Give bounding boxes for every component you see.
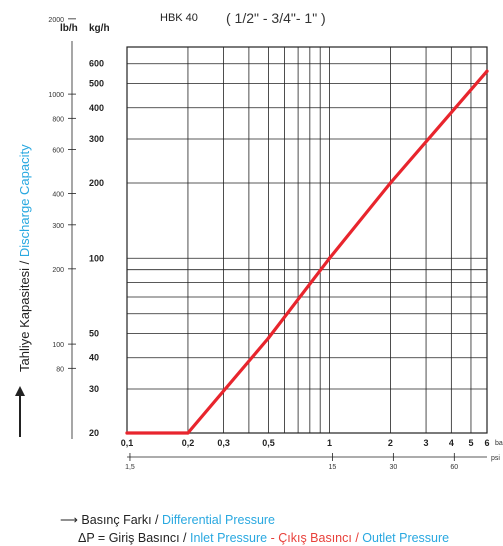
y-tick-label-kg: 20 (89, 428, 99, 438)
x-tick-label-bar: 1 (327, 438, 332, 448)
formula-part-3: - Çıkış Basıncı / (267, 531, 363, 545)
x-axis-label-en: Differential Pressure (162, 513, 276, 527)
x-tick-label-bar: 0,2 (182, 438, 195, 448)
grid (126, 46, 488, 434)
y-tick-label-kg: 300 (89, 134, 104, 144)
y-tick-label-kg: 50 (89, 329, 99, 339)
series (125, 69, 489, 435)
y-tick-label-kg: 400 (89, 103, 104, 113)
chart-subtitle: ( 1/2" - 3/4"- 1" ) (226, 10, 326, 26)
x-axis-label: ⟶ Basınç Farkı / Differential Pressure (60, 512, 275, 527)
y-tick-label-kg: 30 (89, 384, 99, 394)
y-tick-label-lb: 100 (52, 342, 64, 349)
x-tick-label-bar: 3 (424, 438, 429, 448)
formula-part-2: Inlet Pressure (189, 531, 268, 545)
formula-part-1: ΔP = Giriş Basıncı / (78, 531, 190, 545)
y-tick-label-lb: 1000 (48, 92, 64, 99)
series-point (485, 69, 489, 73)
y-tick-label-kg: 40 (89, 353, 99, 363)
x-tick-label-bar: 5 (468, 438, 473, 448)
y-tick-label-lb: 2000 (48, 17, 64, 24)
arrow-right-icon: ⟶ (60, 513, 78, 527)
x-tick-label-psi: 30 (389, 464, 397, 471)
x-unit-psi: psi (491, 455, 500, 462)
series-point (327, 256, 332, 260)
plot-frame (126, 46, 488, 434)
x-axis-label-tr: Basınç Farkı / (81, 513, 162, 527)
series-line (125, 69, 489, 435)
formula-part-4: Outlet Pressure (362, 531, 450, 545)
arrow-up-icon (15, 386, 25, 396)
x-tick-label-psi: 60 (450, 464, 458, 471)
x-tick-label-bar: 6 (484, 438, 489, 448)
y-axis-label-en: Discharge Capacity (17, 144, 32, 257)
delta-p-formula: ΔP = Giriş Basıncı / Inlet Pressure - Çı… (78, 531, 449, 545)
series-point (388, 181, 393, 185)
x-tick-label-bar: 2 (388, 438, 393, 448)
y-tick-label-kg: 500 (89, 79, 104, 89)
y-tick-label-lb: 80 (56, 366, 64, 373)
series-point (125, 431, 129, 435)
y-unit-lb: lb/h (60, 23, 78, 34)
x-tick-label-psi: 15 (329, 464, 337, 471)
series-point (186, 431, 190, 435)
axes (15, 18, 487, 461)
y-tick-label-kg: 100 (89, 253, 104, 263)
y-tick-label-kg: 200 (89, 178, 104, 188)
x-tick-label-bar: 4 (449, 438, 454, 448)
y-unit-kg: kg/h (89, 23, 110, 34)
y-axis-label-tr: Tahliye Kapasitesi / (17, 257, 32, 372)
x-tick-label-bar: 0,3 (217, 438, 230, 448)
y-tick-label-lb: 400 (52, 192, 64, 199)
y-tick-label-lb: 300 (52, 223, 64, 230)
y-tick-label-lb: 800 (52, 116, 64, 123)
x-unit-bar: bar (495, 440, 503, 447)
x-tick-label-bar: 0,1 (121, 438, 134, 448)
chart-title: HBK 40 (160, 12, 198, 24)
y-axis-label: Tahliye Kapasitesi / Discharge Capacity (17, 144, 32, 372)
x-tick-label-psi: 1,5 (125, 464, 135, 471)
labels: 0,1 0,2 0,3 0,5 1 2 3 4 5 6 bar psi 1,5 15 30 60 20 30 40 5… (17, 10, 503, 471)
y-tick-label-lb: 200 (52, 267, 64, 274)
y-tick-label-kg: 600 (89, 59, 104, 69)
series-point (266, 336, 271, 340)
y-tick-label-lb: 600 (52, 148, 64, 155)
x-tick-label-bar: 0,5 (262, 438, 275, 448)
